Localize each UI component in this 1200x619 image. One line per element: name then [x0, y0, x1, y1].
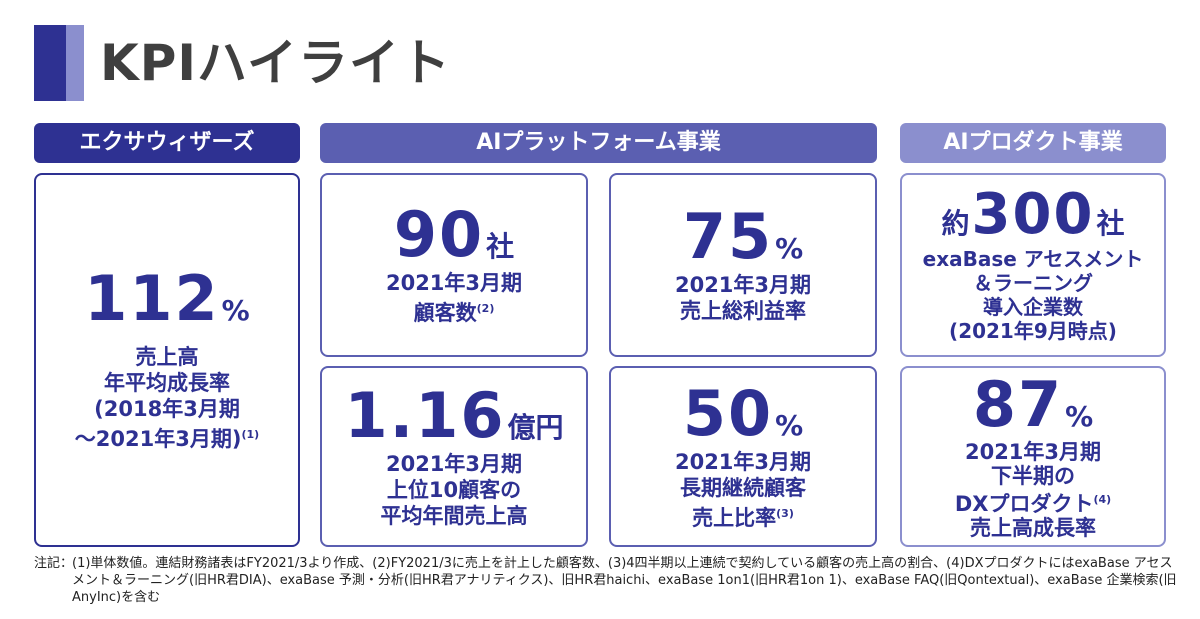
kpi-desc-line: 売上高成長率 [970, 515, 1096, 540]
footnotes: 注記： (1)単体数値。連結財務諸表はFY2021/3より作成、(2)FY202… [34, 555, 1184, 606]
kpi-desc-text: 売上比率 [692, 505, 777, 530]
kpi-desc-text: ～2021年3月期) [74, 427, 242, 451]
kpi-card-top10-revenue: 1.16億円 2021年3月期 上位10顧客の 平均年間売上高 [320, 366, 588, 547]
kpi-unit: 社 [486, 230, 515, 263]
kpi-desc-line: ＆ラーニング [972, 271, 1093, 295]
title-accent-bar-light [66, 25, 84, 101]
kpi-number: 90 [393, 198, 485, 271]
kpi-value: 112% [84, 268, 249, 330]
footnotes-label: 注記： [34, 556, 74, 571]
kpi-unit: % [775, 408, 804, 442]
kpi-desc-line: 顧客数(2) [386, 296, 522, 326]
kpi-description: 2021年3月期 上位10顧客の 平均年間売上高 [381, 451, 528, 529]
kpi-description: 2021年3月期 顧客数(2) [386, 270, 522, 326]
kpi-desc-text: 顧客数 [413, 301, 477, 325]
kpi-desc-line: 平均年間売上高 [380, 503, 528, 528]
section-header-exawizards: エクサウィザーズ [34, 123, 300, 163]
kpi-description: 2021年3月期 長期継続顧客 売上比率(3) [675, 449, 811, 531]
page-title: KPIハイライト [100, 34, 451, 92]
kpi-value: 75% [683, 206, 803, 268]
title-accent-bar [34, 25, 66, 101]
kpi-desc-line: 売上総利益率 [680, 299, 806, 323]
kpi-value: 50% [683, 382, 804, 445]
kpi-number: 112 [84, 262, 220, 335]
kpi-desc-line: 2021年3月期 [964, 439, 1102, 464]
kpi-value: 87% [973, 373, 1094, 436]
footnote-ref: (1) [241, 428, 260, 441]
kpi-desc-line: (2018年3月期 [94, 397, 240, 421]
kpi-desc-line: (2021年9月時点) [949, 319, 1117, 343]
kpi-unit: 社 [1096, 207, 1125, 240]
kpi-card-customers: 90社 2021年3月期 顧客数(2) [320, 173, 588, 357]
footnote-ref: (2) [476, 302, 495, 315]
kpi-desc-line: 売上高 [135, 345, 199, 369]
kpi-unit: 億円 [507, 410, 564, 444]
kpi-unit: % [1065, 399, 1094, 433]
kpi-unit: % [775, 232, 804, 265]
kpi-desc-line: 年平均成長率 [103, 371, 230, 395]
kpi-unit: % [221, 294, 250, 327]
footnote-ref: (4) [1093, 492, 1112, 506]
kpi-desc-text: DXプロダクト [954, 491, 1094, 516]
footnote-ref: (3) [776, 506, 794, 520]
kpi-description: exaBase アセスメント ＆ラーニング 導入企業数 (2021年9月時点) [923, 247, 1144, 343]
kpi-card-longterm-ratio: 50% 2021年3月期 長期継続顧客 売上比率(3) [609, 366, 877, 547]
kpi-desc-line: 2021年3月期 [385, 271, 523, 295]
kpi-desc-line: DXプロダクト(4) [955, 488, 1111, 516]
kpi-description: 2021年3月期 売上総利益率 [675, 272, 811, 324]
kpi-card-dx-growth: 87% 2021年3月期 下半期の DXプロダクト(4) 売上高成長率 [900, 366, 1166, 547]
kpi-card-gross-margin: 75% 2021年3月期 売上総利益率 [609, 173, 877, 357]
kpi-desc-line: ～2021年3月期)(1) [75, 422, 259, 452]
kpi-number: 50 [682, 376, 774, 450]
kpi-value: 約300社 [942, 187, 1125, 243]
kpi-desc-line: 2021年3月期 [674, 449, 812, 474]
kpi-desc-line: 導入企業数 [982, 295, 1083, 319]
footnotes-text: (1)単体数値。連結財務諸表はFY2021/3より作成、(2)FY2021/3に… [72, 556, 1177, 605]
kpi-value: 1.16億円 [345, 384, 564, 447]
kpi-description: 売上高 年平均成長率 (2018年3月期 ～2021年3月期)(1) [75, 344, 259, 452]
kpi-number: 87 [972, 367, 1064, 441]
kpi-desc-line: 2021年3月期 [385, 451, 523, 476]
kpi-number: 75 [682, 200, 774, 273]
kpi-desc-line: 上位10顧客の [386, 477, 522, 502]
kpi-desc-line: 下半期の [991, 463, 1075, 488]
kpi-description: 2021年3月期 下半期の DXプロダクト(4) 売上高成長率 [955, 440, 1111, 540]
kpi-desc-line: exaBase アセスメント [922, 247, 1144, 271]
kpi-desc-line: 長期継続顧客 [680, 475, 806, 500]
kpi-number: 1.16 [344, 378, 506, 452]
kpi-card-revenue-cagr: 112% 売上高 年平均成長率 (2018年3月期 ～2021年3月期)(1) [34, 173, 300, 547]
kpi-desc-line: 2021年3月期 [674, 273, 812, 297]
kpi-value: 90社 [394, 204, 514, 266]
kpi-card-adopting-companies: 約300社 exaBase アセスメント ＆ラーニング 導入企業数 (2021年… [900, 173, 1166, 357]
kpi-number: 300 [971, 182, 1095, 247]
section-header-ai-product: AIプロダクト事業 [900, 123, 1166, 163]
section-header-ai-platform: AIプラットフォーム事業 [320, 123, 877, 163]
kpi-desc-line: 売上比率(3) [675, 501, 811, 531]
kpi-prefix: 約 [941, 207, 970, 240]
